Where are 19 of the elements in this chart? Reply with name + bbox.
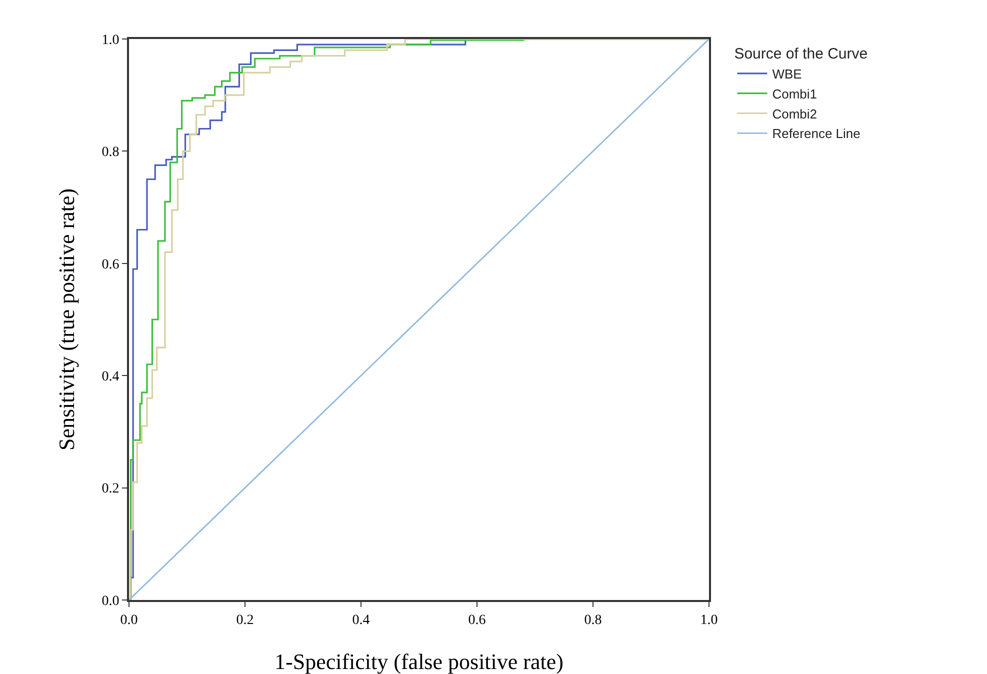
legend-title: Source of the Curve [734,46,868,62]
y-axis-title: Sensitivity (true positive rate) [54,188,79,451]
x-tick-label: 1.0 [700,612,718,628]
y-tick-label: 0.6 [102,257,120,272]
y-tick-label: 0.0 [102,594,120,609]
legend-label: Reference Line [772,126,860,142]
x-tick-label: 0.0 [120,612,138,628]
x-axis-title: 1-Specificity (false positive rate) [274,649,564,674]
y-tick-label: 0.2 [102,482,120,497]
legend-label: Combi2 [772,106,817,122]
x-tick-label: 0.6 [468,612,486,628]
x-tick-label: 0.2 [236,612,254,628]
legend-label: Combi1 [772,86,817,102]
y-tick-label: 0.8 [102,145,120,160]
y-tick-label: 1.0 [102,32,120,48]
legend-label: WBE [772,66,802,82]
y-tick-label: 0.4 [102,370,120,384]
x-tick-label: 0.8 [584,612,602,628]
x-tick-label: 0.4 [352,612,370,628]
